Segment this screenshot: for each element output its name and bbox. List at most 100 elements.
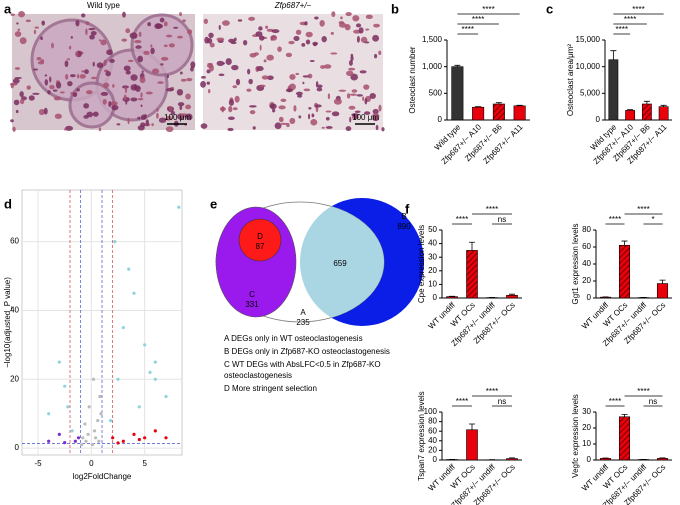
cell <box>340 16 343 20</box>
cell <box>295 29 302 35</box>
cell <box>15 109 19 114</box>
cell <box>122 11 126 18</box>
cell <box>70 74 76 78</box>
cell <box>145 119 150 127</box>
error-bar <box>659 279 666 284</box>
y-tick-label: 40 <box>428 239 437 248</box>
bar <box>599 458 612 461</box>
cell <box>338 89 347 92</box>
y-tick-label: 1,500 <box>422 35 443 44</box>
cell <box>277 46 282 52</box>
error-bar <box>516 104 523 106</box>
bar <box>618 416 631 461</box>
cell <box>160 56 169 61</box>
legend-entry: C WT DEGs with AbsLFC<0.5 in Zfp687-KO o… <box>224 360 381 380</box>
cell <box>105 71 111 77</box>
cell <box>53 96 62 101</box>
point <box>143 436 147 440</box>
cell <box>44 74 48 77</box>
point <box>132 291 136 295</box>
cell <box>289 117 296 125</box>
point <box>80 443 84 447</box>
cell <box>331 111 340 117</box>
image-title: Wild type <box>87 1 120 10</box>
cell <box>311 114 315 117</box>
cell <box>158 117 167 123</box>
cell <box>100 39 107 46</box>
cell <box>349 93 357 96</box>
cell <box>270 34 278 41</box>
cell <box>19 37 27 45</box>
cell <box>297 94 303 98</box>
point <box>99 412 103 416</box>
error-bar <box>469 423 475 430</box>
cell <box>310 119 318 126</box>
point <box>76 436 81 440</box>
sig-label: ns <box>498 215 506 224</box>
cell <box>137 116 141 120</box>
cell <box>248 78 253 85</box>
cell <box>302 75 309 78</box>
cell <box>166 74 169 79</box>
point <box>121 439 125 443</box>
cell <box>351 89 358 93</box>
bar <box>451 66 464 121</box>
legend-entry: A DEGs only in WT osteoclastogenesis <box>224 334 363 343</box>
cell <box>72 92 78 98</box>
bar <box>466 250 478 299</box>
cell <box>75 51 79 57</box>
cell <box>54 113 62 119</box>
cell <box>150 47 155 55</box>
cell <box>216 37 225 42</box>
y-tick-label: 30 <box>582 407 591 416</box>
cell <box>362 96 365 101</box>
bar <box>506 458 518 461</box>
cell <box>298 115 302 119</box>
cell <box>182 19 186 23</box>
y-tick-label: 80 <box>582 225 591 234</box>
cell <box>319 20 325 27</box>
point <box>116 441 120 445</box>
cell <box>159 17 165 23</box>
point <box>87 405 91 409</box>
y-tick-label: 10,000 <box>576 62 601 71</box>
legend-entry: D More stringent selection <box>224 384 317 393</box>
cell <box>218 73 225 77</box>
cell <box>168 105 173 111</box>
cell <box>365 28 370 31</box>
cell <box>121 38 127 42</box>
cell <box>76 73 80 79</box>
cell <box>263 59 267 63</box>
cell <box>307 73 313 79</box>
cell <box>203 18 209 25</box>
cell <box>86 111 94 118</box>
cell <box>83 103 90 109</box>
cell <box>41 20 46 26</box>
cell <box>209 42 215 48</box>
cell <box>125 28 131 34</box>
error-bar <box>475 106 482 108</box>
cell <box>303 88 311 92</box>
cell <box>12 126 16 132</box>
cell <box>40 36 43 41</box>
y-axis-label: Vegfc expression levels <box>571 394 580 478</box>
cell <box>228 105 233 113</box>
y-tick-label: 60 <box>10 237 19 246</box>
y-tick-label: 0 <box>433 293 438 302</box>
cell <box>381 127 385 132</box>
cell <box>305 39 311 45</box>
y-tick-label: 20 <box>428 266 437 275</box>
cell <box>232 85 238 89</box>
cell <box>206 81 210 85</box>
cell <box>130 97 138 102</box>
cell <box>302 81 305 85</box>
cell <box>333 98 342 105</box>
cell <box>354 115 357 120</box>
cell <box>350 73 359 81</box>
cell <box>325 110 332 113</box>
region-name: B <box>401 212 406 221</box>
cell <box>123 65 131 72</box>
sig-label: **** <box>624 15 636 24</box>
y-tick-label: 5,000 <box>580 88 601 97</box>
